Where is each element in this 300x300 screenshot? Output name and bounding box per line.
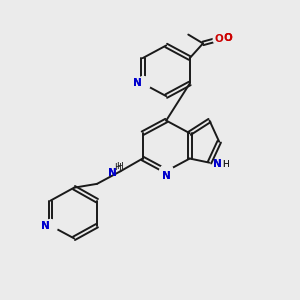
Text: N: N — [41, 221, 50, 231]
Text: N: N — [162, 171, 171, 181]
Text: O: O — [224, 32, 232, 43]
Text: N: N — [162, 171, 171, 181]
Text: H: H — [114, 163, 120, 172]
Text: N: N — [41, 221, 50, 231]
Text: H: H — [222, 160, 229, 169]
Text: N: N — [108, 168, 117, 178]
Text: H: H — [116, 162, 122, 171]
Text: N: N — [108, 168, 117, 178]
Text: N: N — [213, 159, 222, 169]
Text: N: N — [133, 79, 142, 88]
Text: N: N — [213, 159, 222, 169]
Text: O: O — [215, 34, 224, 44]
Text: N: N — [133, 79, 142, 88]
Text: O: O — [224, 32, 232, 43]
Text: H: H — [222, 160, 229, 169]
